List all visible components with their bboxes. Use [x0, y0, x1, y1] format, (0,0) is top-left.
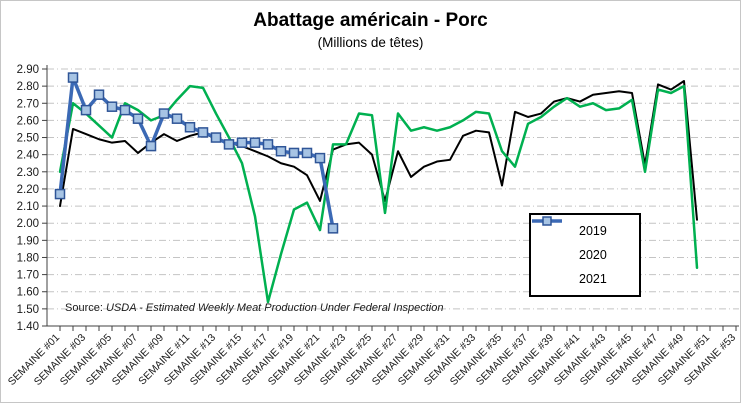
chart-subtitle: (Millions de têtes)	[317, 35, 424, 50]
svg-text:1.60: 1.60	[17, 287, 39, 299]
svg-text:2.40: 2.40	[17, 150, 39, 162]
legend-entry-2021: 2021	[532, 216, 629, 286]
svg-text:2.90: 2.90	[17, 64, 39, 76]
svg-text:1.40: 1.40	[17, 321, 39, 333]
legend-entry-2020: 2020	[532, 219, 629, 262]
svg-text:1.80: 1.80	[17, 252, 39, 264]
svg-text:2.30: 2.30	[17, 167, 39, 179]
svg-text:2.50: 2.50	[17, 133, 39, 145]
legend-line-swatch-2020	[532, 219, 573, 261]
svg-text:2.20: 2.20	[17, 184, 39, 196]
svg-text:2.00: 2.00	[17, 218, 39, 230]
svg-text:1.50: 1.50	[17, 304, 39, 316]
svg-text:2.10: 2.10	[17, 201, 39, 213]
legend-line-swatch-2021	[532, 216, 573, 285]
legend-label-2021: 2021	[579, 272, 607, 286]
legend-label-2020: 2020	[579, 248, 607, 262]
svg-text:2.60: 2.60	[17, 115, 39, 127]
svg-text:1.90: 1.90	[17, 235, 39, 247]
svg-text:1.70: 1.70	[17, 270, 39, 282]
legend: 2019 2020 2021	[529, 213, 641, 297]
source-prefix: Source:	[65, 302, 106, 314]
legend-label-2019: 2019	[579, 224, 607, 238]
chart-title: Abattage américain - Porc	[253, 10, 488, 31]
source-note: Source: USDA - Estimated Weekly Meat Pro…	[65, 302, 443, 314]
source-text: USDA - Estimated Weekly Meat Production …	[105, 302, 444, 314]
svg-text:2.70: 2.70	[17, 98, 39, 110]
svg-text:2.80: 2.80	[17, 81, 39, 93]
